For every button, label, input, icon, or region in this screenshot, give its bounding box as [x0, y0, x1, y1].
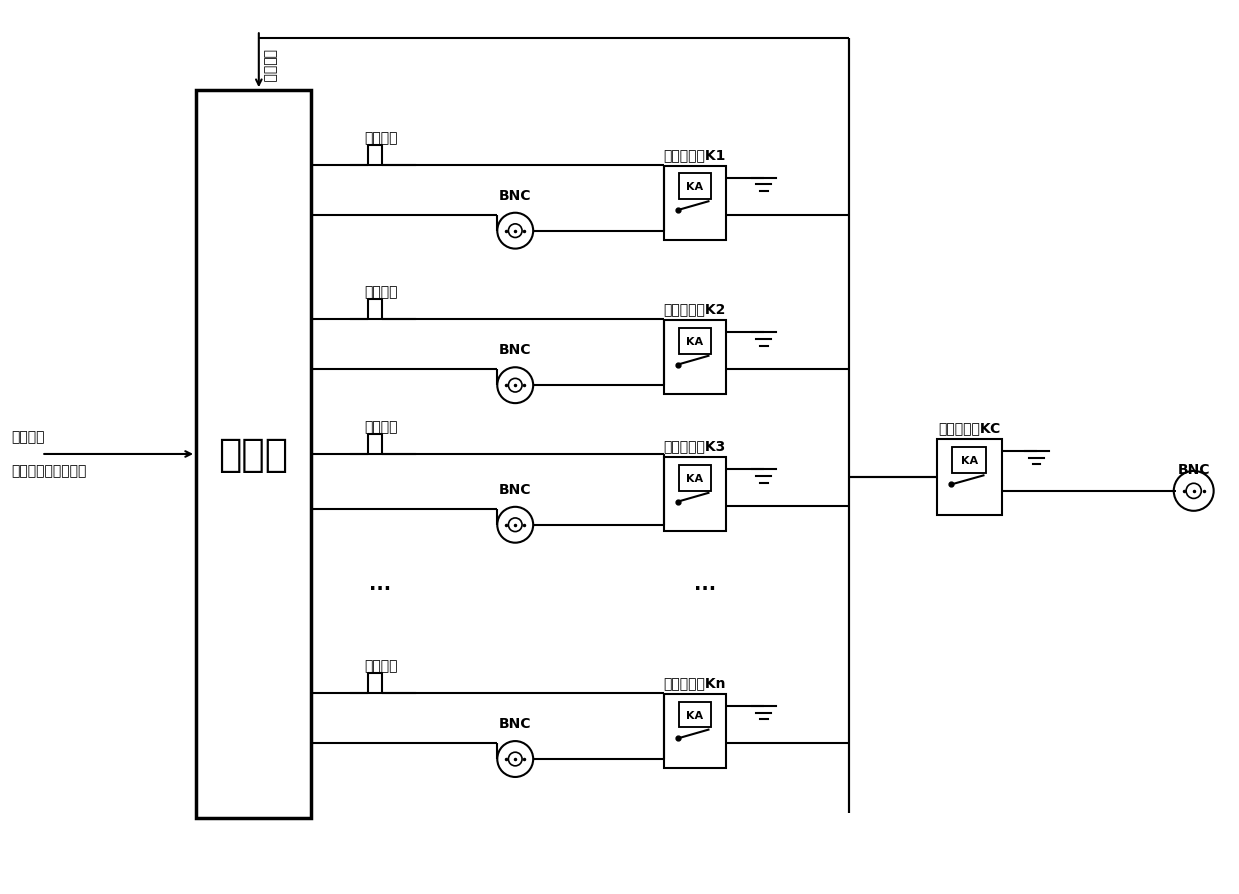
Bar	[679, 465, 711, 491]
Text: KA: KA	[686, 182, 704, 192]
Text: 控制器: 控制器	[218, 435, 289, 474]
Text: 常开继电器K2: 常开继电器K2	[664, 302, 726, 316]
Text: 脉宽可调: 脉宽可调	[364, 419, 398, 434]
Text: BNC: BNC	[499, 716, 532, 730]
Text: 常开继电器Kn: 常开继电器Kn	[664, 676, 726, 689]
Text: 常开继电器K1: 常开继电器K1	[664, 148, 726, 162]
Text: 脉宽可调: 脉宽可调	[364, 659, 398, 672]
Text: BNC: BNC	[499, 483, 532, 496]
Text: 脉宽可调: 脉宽可调	[364, 131, 398, 145]
Bar	[196, 91, 311, 818]
Text: ···: ···	[369, 579, 392, 598]
Text: 常闭继电器KC: 常闭继电器KC	[938, 420, 1000, 434]
Text: BNC: BNC	[499, 343, 532, 357]
Bar	[664, 321, 726, 395]
Text: 脉宽可调: 脉宽可调	[364, 285, 398, 299]
Text: KA: KA	[686, 710, 704, 720]
Bar	[679, 174, 711, 200]
Bar	[664, 458, 726, 532]
Text: BNC: BNC	[1177, 462, 1211, 477]
Text: BNC: BNC	[499, 189, 532, 203]
Bar	[664, 166, 726, 240]
Text: 脉宽宽度及间隔时间: 脉宽宽度及间隔时间	[11, 463, 87, 477]
Text: 通道选择: 通道选择	[11, 429, 45, 443]
Text: KA: KA	[686, 473, 704, 484]
Text: 常开继电器K3: 常开继电器K3	[664, 439, 726, 453]
Text: KA: KA	[686, 336, 704, 346]
Bar	[679, 702, 711, 728]
Bar	[953, 447, 986, 474]
Bar	[679, 328, 711, 354]
Text: ···: ···	[694, 579, 716, 598]
Bar	[937, 440, 1001, 515]
Text: KA: KA	[960, 455, 978, 466]
Text: 触发信号: 触发信号	[261, 49, 276, 83]
Bar	[664, 695, 726, 768]
